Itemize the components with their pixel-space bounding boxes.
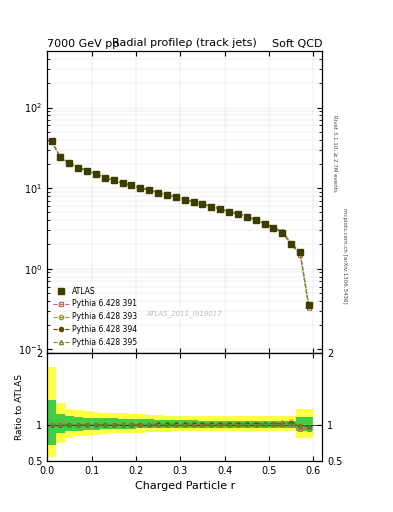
- X-axis label: Charged Particle r: Charged Particle r: [134, 481, 235, 491]
- Text: ATLAS_2011_I919017: ATLAS_2011_I919017: [147, 310, 222, 317]
- Legend: ATLAS, Pythia 6.428 391, Pythia 6.428 393, Pythia 6.428 394, Pythia 6.428 395: ATLAS, Pythia 6.428 391, Pythia 6.428 39…: [51, 284, 139, 349]
- Y-axis label: Ratio to ATLAS: Ratio to ATLAS: [15, 374, 24, 440]
- Text: Rivet 3.1.10, ≥ 2.7M events: Rivet 3.1.10, ≥ 2.7M events: [332, 115, 337, 192]
- Text: Soft QCD: Soft QCD: [272, 38, 322, 49]
- Text: 7000 GeV pp: 7000 GeV pp: [47, 38, 119, 49]
- Title: Radial profileρ (track jets): Radial profileρ (track jets): [112, 38, 257, 48]
- Text: mcplots.cern.ch [arXiv:1306.3436]: mcplots.cern.ch [arXiv:1306.3436]: [342, 208, 347, 304]
